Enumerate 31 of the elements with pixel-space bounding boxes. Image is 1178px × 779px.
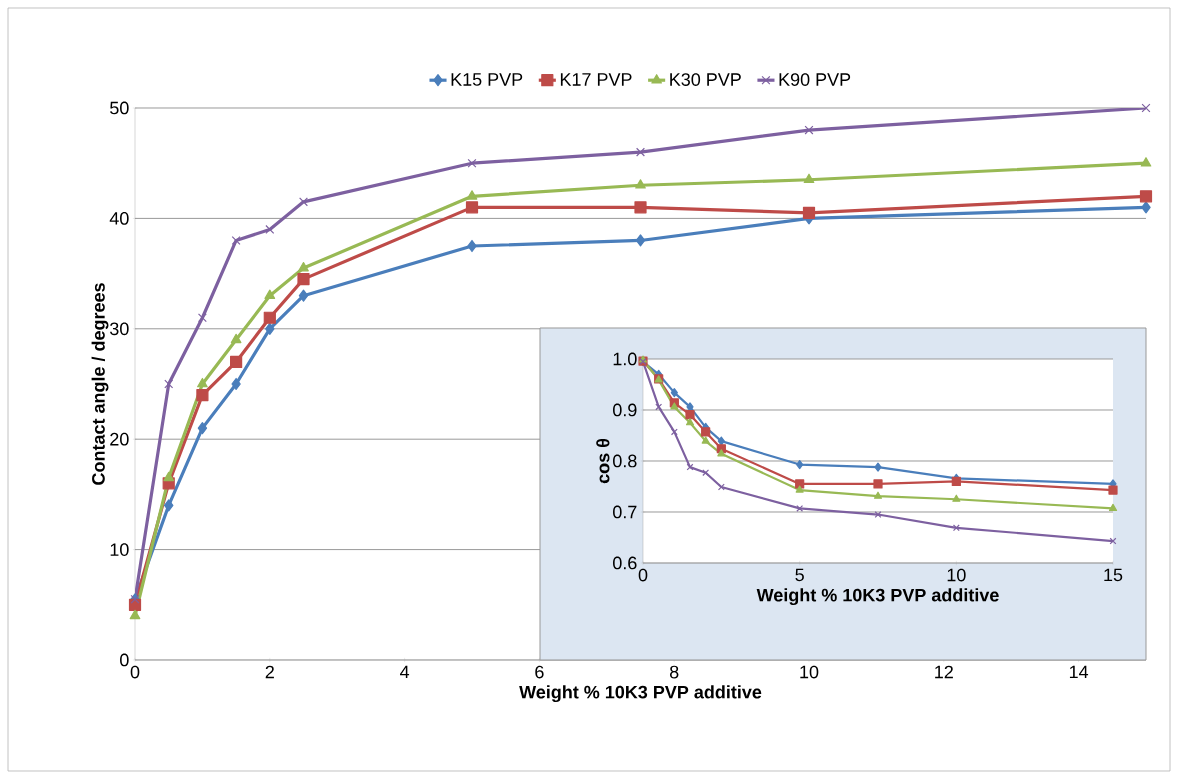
y-tick-label: 0.8	[613, 454, 637, 468]
x-tick-label: 4	[400, 665, 410, 679]
x-tick-label: 6	[535, 665, 544, 679]
y-tick-label: 30	[110, 322, 129, 336]
legend-label: K15 PVP	[451, 73, 523, 86]
x-tick-label: 15	[1104, 568, 1123, 582]
y-tick-label: 20	[110, 432, 129, 446]
legend-label: K90 PVP	[779, 73, 851, 86]
y-tick-label: 0.9	[613, 403, 637, 417]
y-axis-title: cos θ	[596, 438, 610, 484]
x-tick-label: 14	[1069, 665, 1089, 679]
y-tick-label: 1.0	[613, 352, 637, 366]
x-axis-title: Weight % 10K3 PVP additive	[519, 685, 762, 703]
x-tick-label: 10	[800, 665, 819, 679]
x-tick-label: 12	[935, 665, 953, 679]
x-tick-label: 0	[130, 665, 140, 679]
x-tick-label: 2	[265, 665, 274, 679]
y-tick-label: 10	[110, 543, 129, 556]
x-axis-title: Weight % 10K3 PVP additive	[756, 588, 999, 606]
y-axis-title: Contact angle / degrees	[91, 283, 109, 485]
x-tick-label: 10	[947, 568, 966, 582]
y-tick-label: 0.6	[613, 556, 637, 570]
y-tick-label: 0.7	[613, 505, 637, 519]
x-tick-label: 8	[669, 665, 679, 679]
x-tick-label: 5	[795, 568, 804, 582]
y-tick-label: 50	[110, 101, 129, 115]
y-tick-label: 0	[120, 653, 129, 667]
legend-label: K30 PVP	[670, 73, 741, 86]
legend-label: K17 PVP	[560, 73, 632, 86]
y-tick-label: 40	[109, 212, 129, 225]
x-tick-label: 0	[638, 568, 648, 582]
